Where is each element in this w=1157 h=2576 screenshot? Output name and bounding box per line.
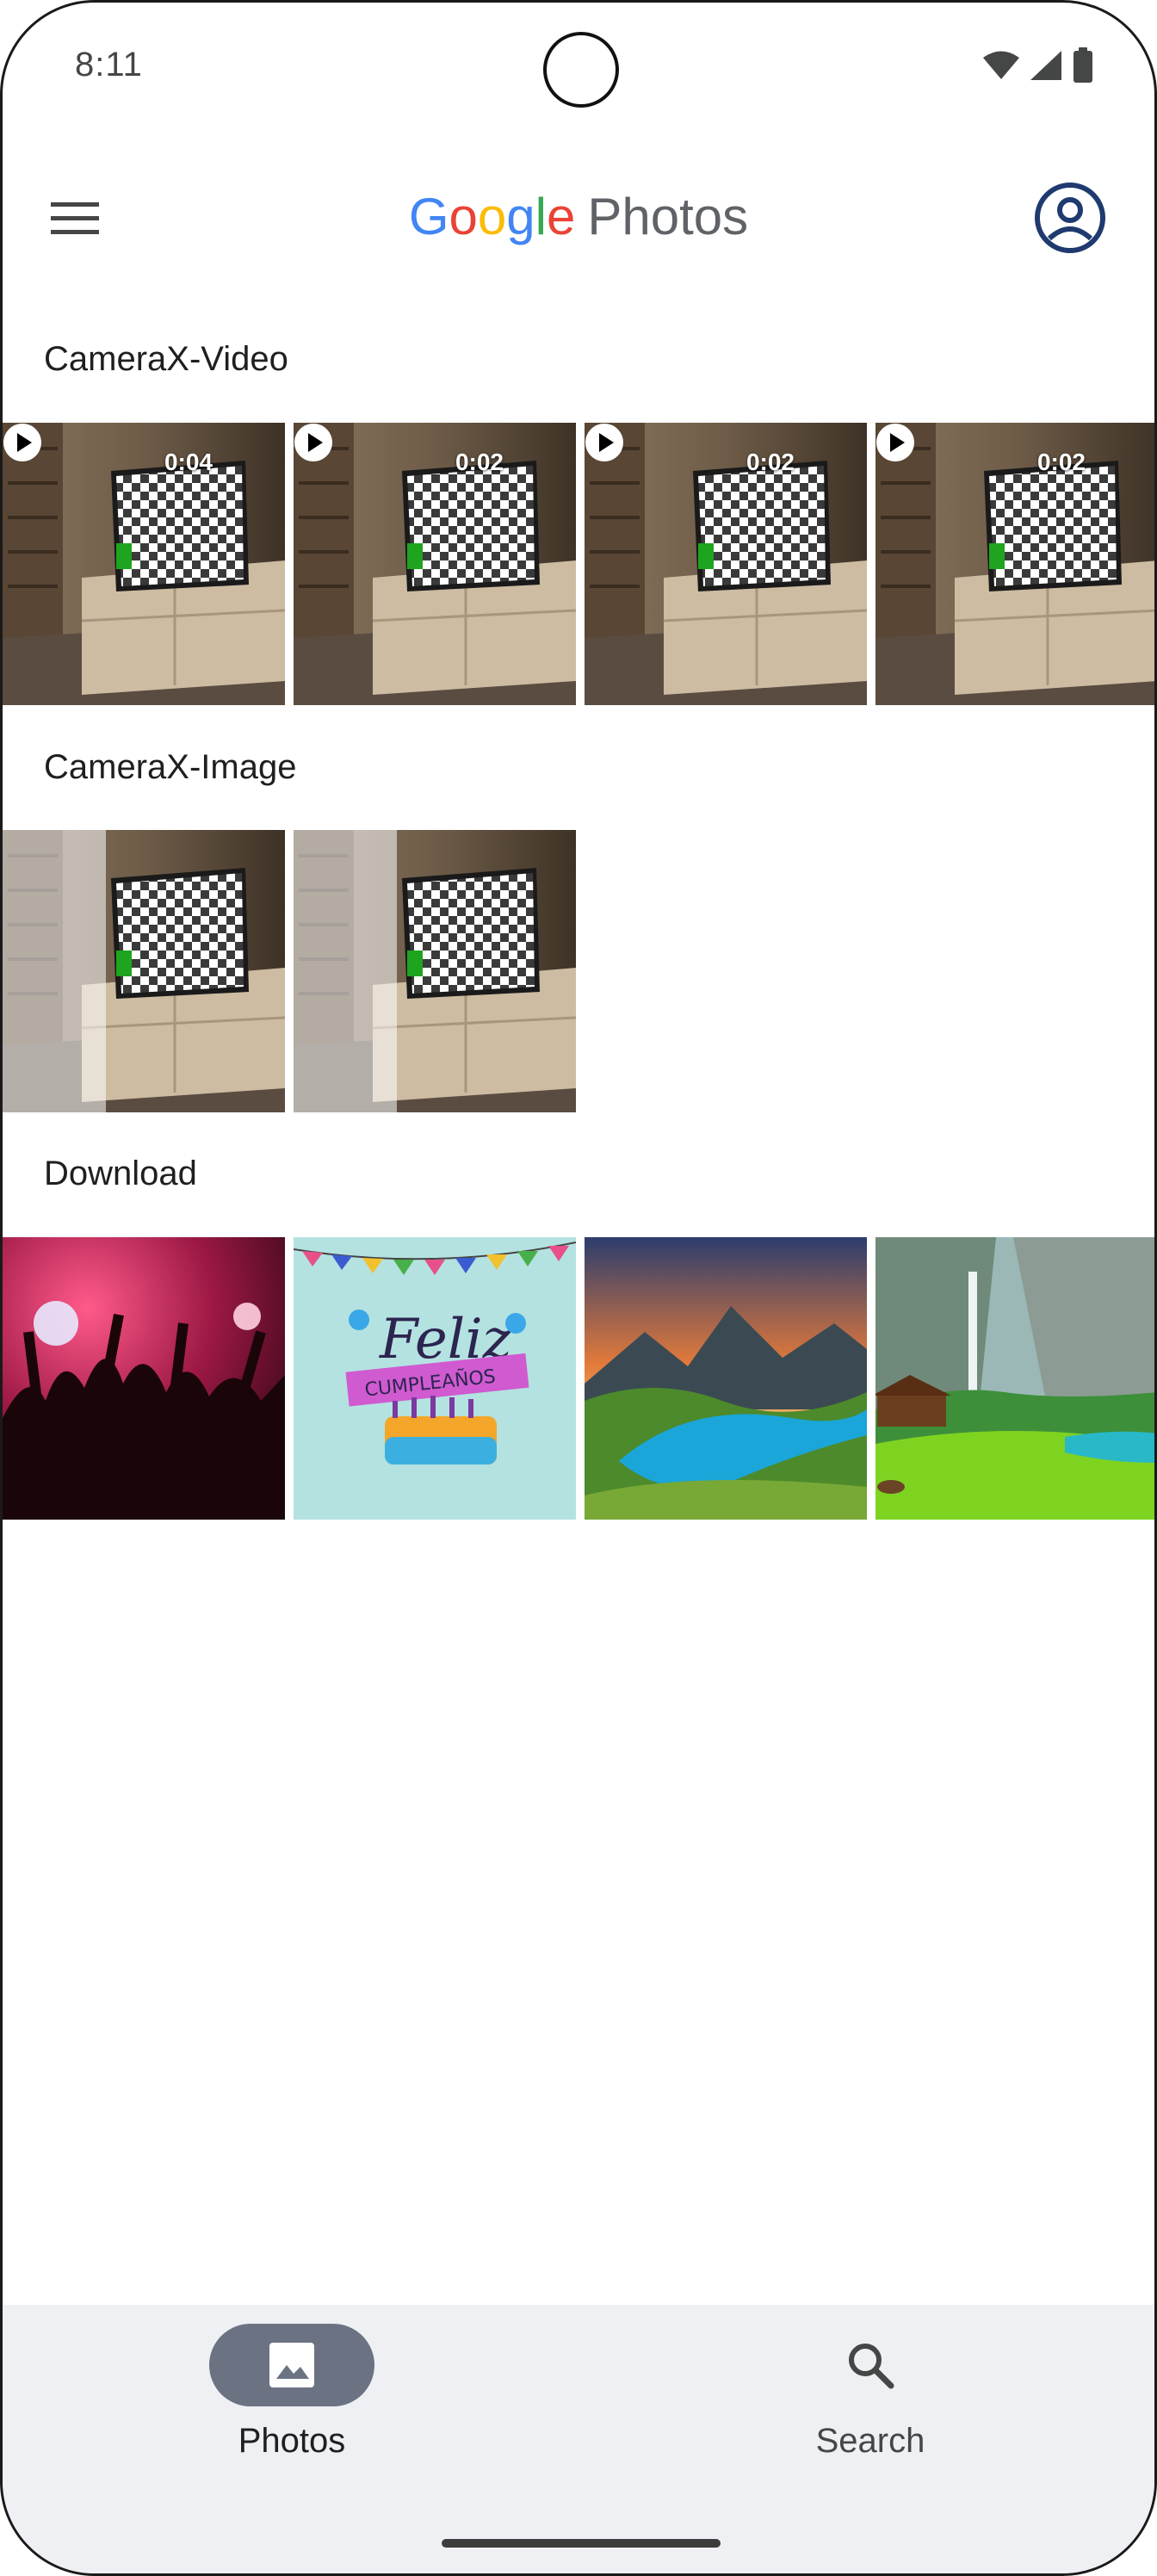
status-icons — [982, 47, 1094, 84]
video-duration: 0:02 — [455, 449, 504, 475]
room-tv-image — [875, 423, 1154, 705]
video-thumbnail[interactable]: 0:02 — [875, 423, 1154, 705]
logo-letter: l — [535, 188, 547, 245]
play-icon — [294, 424, 332, 461]
birthday-card-image: Feliz CUMPLEAÑOS — [294, 1242, 576, 1464]
room-tv-image — [3, 830, 285, 1112]
section-title-camerax-image: CameraX-Image — [44, 748, 297, 786]
alpine-waterfall-image — [875, 1237, 1154, 1520]
home-indicator[interactable] — [442, 2539, 721, 2548]
cellular-signal-icon — [1030, 51, 1061, 80]
camerax-image-grid — [3, 830, 576, 1112]
play-icon — [3, 424, 41, 461]
video-thumbnail[interactable]: 0:02 — [294, 423, 576, 705]
status-bar: 8:11 — [3, 3, 1154, 132]
image-thumbnail-mountain-lake[interactable] — [585, 1237, 867, 1520]
video-duration: 0:04 — [164, 449, 213, 475]
status-time: 8:11 — [75, 46, 143, 84]
photo-icon — [269, 2343, 314, 2387]
hamburger-menu-icon — [51, 202, 99, 234]
mountain-lake-image — [585, 1237, 867, 1520]
image-thumbnail[interactable] — [294, 830, 576, 1112]
nav-label-search: Search — [815, 2422, 925, 2460]
section-title-download: Download — [44, 1155, 197, 1192]
search-icon — [849, 2344, 894, 2389]
account-button[interactable] — [1032, 180, 1108, 256]
download-grid: Feliz CUMPLEAÑOS — [3, 1237, 1154, 1520]
wifi-icon — [983, 51, 1019, 79]
video-duration: 0:02 — [1036, 449, 1086, 475]
image-thumbnail[interactable] — [3, 830, 285, 1112]
account-circle-icon — [1035, 183, 1105, 253]
camera-cutout — [543, 32, 619, 108]
bottom-navigation-bar: Photos Search — [3, 2305, 1154, 2573]
video-duration: 0:02 — [746, 449, 795, 475]
nav-item-search[interactable]: Search — [741, 2324, 999, 2461]
concert-image — [3, 1237, 285, 1520]
battery-icon — [1073, 47, 1092, 83]
room-tv-image — [3, 423, 285, 705]
nav-active-indicator — [209, 2324, 374, 2406]
room-tv-image — [585, 423, 867, 705]
video-thumbnail[interactable]: 0:02 — [585, 423, 867, 705]
logo-letter: G — [408, 188, 449, 245]
video-thumbnail[interactable]: 0:04 — [3, 423, 285, 705]
product-name: Photos — [587, 188, 749, 245]
image-thumbnail-birthday-card[interactable]: Feliz CUMPLEAÑOS — [294, 1237, 576, 1520]
logo-letter: g — [506, 188, 535, 245]
camerax-video-grid: 0:04 0:02 — [3, 423, 1154, 705]
section-title-camerax-video: CameraX-Video — [44, 340, 288, 378]
nav-item-photos[interactable]: Photos — [163, 2324, 421, 2461]
menu-button[interactable] — [40, 183, 109, 252]
image-thumbnail-alpine-waterfall[interactable] — [875, 1237, 1154, 1520]
nav-label-photos: Photos — [238, 2422, 346, 2460]
nav-icon-container — [788, 2324, 953, 2406]
play-icon — [585, 424, 623, 461]
top-app-bar: Google Photos — [3, 166, 1154, 269]
logo-letter: o — [477, 188, 507, 245]
google-photos-logo: Google Photos — [3, 187, 1154, 246]
play-icon — [876, 424, 914, 461]
room-tv-image — [294, 423, 576, 705]
image-thumbnail-concert[interactable] — [3, 1237, 285, 1520]
logo-letter: o — [449, 188, 478, 245]
logo-letter: e — [546, 188, 576, 245]
room-tv-image — [294, 830, 576, 1112]
